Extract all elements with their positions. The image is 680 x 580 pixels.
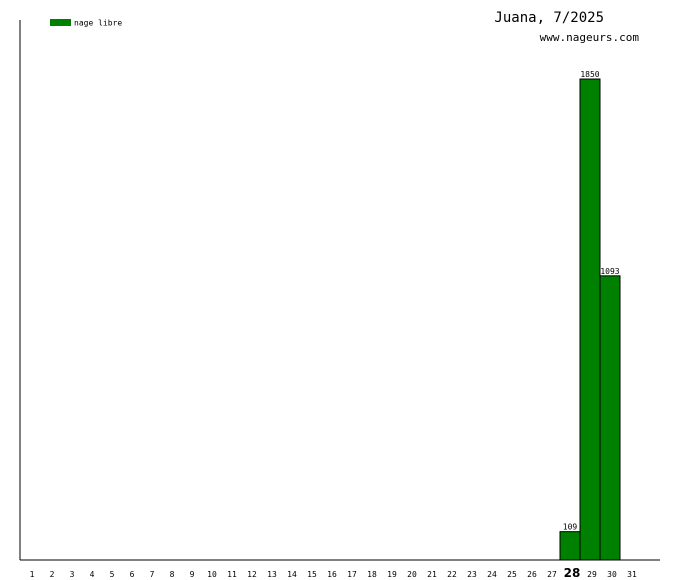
x-tick-label: 12 [247, 570, 257, 579]
x-tick-label: 2 [50, 570, 55, 579]
chart-subtitle: www.nageurs.com [540, 31, 640, 44]
x-tick-label: 23 [467, 570, 477, 579]
x-tick-label: 14 [287, 570, 297, 579]
x-tick-label: 28 [564, 566, 581, 580]
x-tick-label: 30 [607, 570, 617, 579]
x-tick-label: 11 [227, 570, 237, 579]
x-tick-label: 18 [367, 570, 377, 579]
x-tick-label: 19 [387, 570, 397, 579]
x-tick-label: 3 [70, 570, 75, 579]
value-label: 1093 [600, 267, 619, 276]
x-tick-label: 27 [547, 570, 557, 579]
bar [579, 78, 601, 561]
x-tick-label: 20 [407, 570, 417, 579]
x-tick-label: 16 [327, 570, 337, 579]
legend-swatch [50, 19, 71, 26]
x-tick-label: 29 [587, 570, 597, 579]
x-tick-label: 15 [307, 570, 317, 579]
x-tick-label: 6 [130, 570, 135, 579]
bar [599, 275, 621, 561]
legend-label: nage libre [74, 19, 122, 28]
value-label: 109 [563, 523, 578, 532]
chart-title: Juana, 7/2025 [494, 10, 604, 26]
x-tick-label: 17 [347, 570, 357, 579]
bar [559, 531, 581, 561]
x-tick-label: 5 [110, 570, 115, 579]
x-tick-label: 31 [627, 570, 637, 579]
x-tick-label: 8 [170, 570, 175, 579]
x-tick-label: 24 [487, 570, 497, 579]
x-tick-label: 22 [447, 570, 457, 579]
x-tick-label: 26 [527, 570, 537, 579]
x-tick-label: 9 [190, 570, 195, 579]
x-tick-label: 13 [267, 570, 277, 579]
x-tick-label: 1 [30, 570, 35, 579]
value-label: 1850 [580, 70, 599, 79]
x-tick-label: 21 [427, 570, 437, 579]
x-tick-label: 7 [150, 570, 155, 579]
x-tick-label: 4 [90, 570, 95, 579]
x-tick-label: 10 [207, 570, 217, 579]
x-tick-label: 25 [507, 570, 517, 579]
